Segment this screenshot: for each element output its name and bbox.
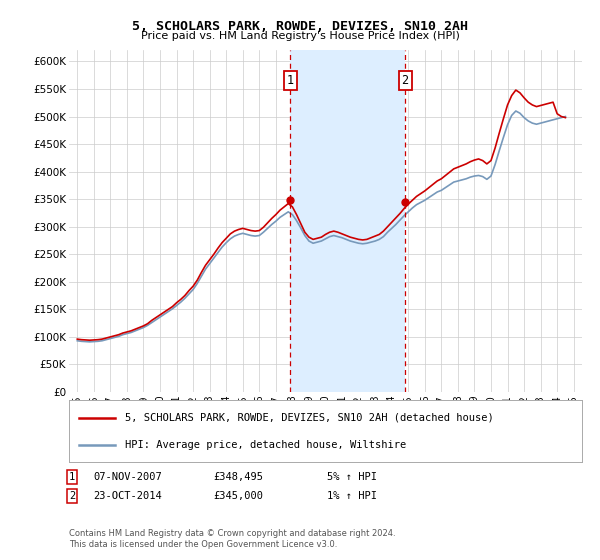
Text: 1% ↑ HPI: 1% ↑ HPI	[327, 491, 377, 501]
Text: 5% ↑ HPI: 5% ↑ HPI	[327, 472, 377, 482]
Text: 5, SCHOLARS PARK, ROWDE, DEVIZES, SN10 2AH (detached house): 5, SCHOLARS PARK, ROWDE, DEVIZES, SN10 2…	[125, 413, 494, 423]
Text: Contains HM Land Registry data © Crown copyright and database right 2024.: Contains HM Land Registry data © Crown c…	[69, 529, 395, 538]
Text: 07-NOV-2007: 07-NOV-2007	[93, 472, 162, 482]
Text: 23-OCT-2014: 23-OCT-2014	[93, 491, 162, 501]
Text: £345,000: £345,000	[213, 491, 263, 501]
Text: 5, SCHOLARS PARK, ROWDE, DEVIZES, SN10 2AH: 5, SCHOLARS PARK, ROWDE, DEVIZES, SN10 2…	[132, 20, 468, 32]
Text: 2: 2	[69, 491, 75, 501]
Text: £348,495: £348,495	[213, 472, 263, 482]
Text: HPI: Average price, detached house, Wiltshire: HPI: Average price, detached house, Wilt…	[125, 440, 407, 450]
Bar	[290, 50, 405, 392]
Text: This data is licensed under the Open Government Licence v3.0.: This data is licensed under the Open Gov…	[69, 540, 337, 549]
Text: 1: 1	[287, 74, 293, 87]
Text: Price paid vs. HM Land Registry's House Price Index (HPI): Price paid vs. HM Land Registry's House …	[140, 31, 460, 41]
Text: 2: 2	[401, 74, 409, 87]
Text: 1: 1	[69, 472, 75, 482]
